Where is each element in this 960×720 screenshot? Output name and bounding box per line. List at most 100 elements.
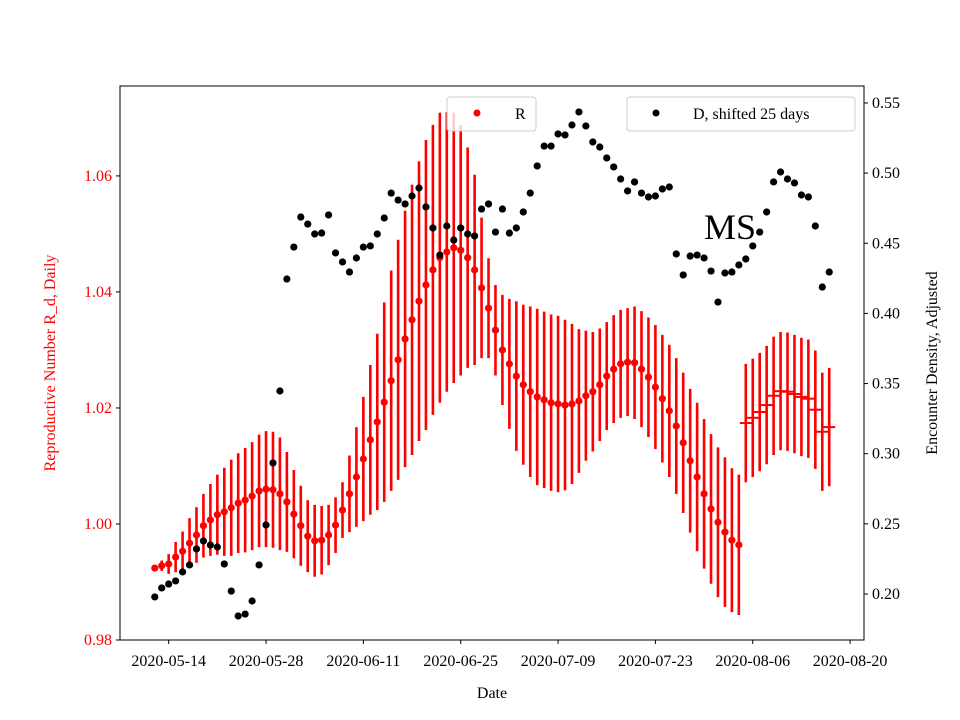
r-point [185,539,194,547]
r-point [679,439,687,447]
d-point [269,459,277,467]
r-point [665,407,673,415]
d-point [672,250,680,258]
d-point [422,203,430,211]
r-point [401,335,409,343]
plot-frame [119,85,865,641]
d-point [651,192,660,200]
r-point [422,281,430,289]
d-point [818,283,826,291]
r-point [394,356,402,364]
d-point [457,224,465,232]
d-point [311,230,319,238]
left-y-tick-label: 1.00 [84,516,112,533]
r-point [672,422,680,430]
r-point [234,499,242,507]
r-point [596,381,604,389]
r-point [318,536,326,544]
r-point [178,547,187,555]
x-tick-label: 2020-06-25 [423,653,498,670]
r-point [575,397,583,405]
d-point [533,162,541,170]
d-point [575,108,583,116]
x-tick-label: 2020-07-23 [618,653,693,670]
d-point [763,208,771,216]
right-y-axis: 0.20 0.25 0.30 0.35 0.40 0.45 0.50 0.55 [864,95,900,603]
r-point [610,365,618,373]
r-point [568,400,576,408]
r-point [700,490,708,498]
r-point [283,498,291,506]
d-point [714,298,722,306]
r-point [338,506,347,514]
d-point [519,208,527,216]
r-point [693,473,701,481]
d-point [700,254,708,262]
r-point [505,360,513,368]
d-point [199,537,208,545]
d-point [443,222,451,230]
d-point [220,560,228,568]
d-point [373,230,381,238]
d-point [324,211,333,219]
r-point [540,396,548,404]
r-point [269,486,277,494]
d-point [693,251,701,259]
r-point [526,388,534,396]
d-point [297,213,305,221]
r-point [192,531,201,539]
d-point [345,268,354,276]
right-y-tick-label: 0.30 [872,446,900,463]
r-point [227,504,235,512]
r-point [637,365,646,373]
d-point [610,163,618,171]
r-point [206,516,214,524]
r-point [359,455,367,463]
r-point [519,381,527,389]
r-point [345,490,354,498]
d-point [380,214,388,222]
d-point [596,143,604,151]
r-point [331,521,340,529]
d-point [554,130,562,138]
x-tick-label: 2020-08-20 [813,653,888,670]
d-point [192,545,201,553]
r-point [644,373,653,381]
legend-d: D, shifted 25 days [626,96,856,132]
r-point [366,436,374,444]
r-point [408,316,416,324]
r-point [735,541,743,549]
x-tick-label: 2020-07-09 [521,653,596,670]
d-point [408,192,416,200]
d-point [172,577,180,585]
r-point [554,400,562,408]
d-point [686,252,694,260]
r-point [290,510,298,518]
d-point [603,154,611,162]
d-point [450,236,458,244]
d-point [206,541,214,549]
x-axis: 2020-05-14 2020-05-28 2020-06-11 2020-06-25… [131,640,887,670]
d-point [742,255,750,263]
d-point [561,131,569,139]
right-y-axis-label: Encounter Density, Adjusted [924,271,941,454]
legend-d-marker [652,109,660,117]
r-point [165,560,173,568]
d-point [394,196,402,204]
d-point [241,610,249,618]
d-point [387,189,395,197]
d-point [464,230,472,238]
d-point [359,243,367,251]
right-y-tick-label: 0.35 [872,376,900,393]
d-point [526,189,534,197]
left-y-tick-label: 1.06 [84,168,112,185]
d-point [276,387,284,395]
d-point [623,187,632,195]
d-point [749,242,757,250]
x-tick-label: 2020-05-28 [229,653,304,670]
d-point [498,205,507,213]
r-point [352,473,361,481]
d-point [318,229,326,237]
r-point [276,490,284,498]
r-point [658,395,666,403]
